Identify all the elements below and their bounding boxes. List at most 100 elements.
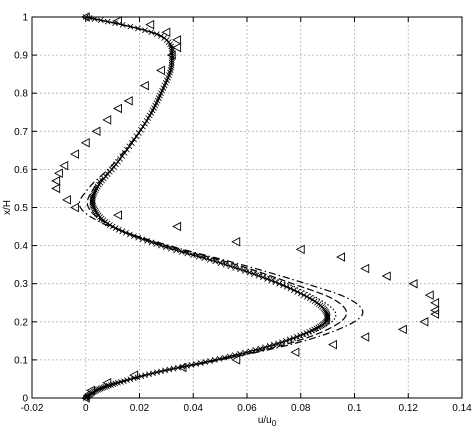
x-marker xyxy=(301,292,307,298)
x-marker xyxy=(291,287,297,294)
series-dashed xyxy=(85,16,348,399)
triangle-marker xyxy=(360,332,370,342)
triangle-marker xyxy=(408,278,418,289)
x-marker xyxy=(90,204,97,211)
y-tick-label: 0.4 xyxy=(14,241,28,252)
x-marker xyxy=(309,296,316,303)
x-tick-labels: -0.02 0 0.02 0.04 0.06 0.08 0.1 0.12 0.14 xyxy=(21,403,473,414)
triangle-marker xyxy=(336,252,346,262)
x-marker xyxy=(287,285,294,292)
y-tick-label: 1 xyxy=(22,13,28,24)
x-tick-label: 0.06 xyxy=(237,403,257,414)
x-marker xyxy=(241,268,248,274)
y-tick-label: 0.5 xyxy=(14,203,28,214)
x-tick-label: 0.04 xyxy=(184,403,204,414)
triangle-marker xyxy=(53,168,63,178)
triangle-marker xyxy=(123,96,133,106)
triangle-marker xyxy=(231,237,241,247)
x-marker xyxy=(255,272,262,279)
triangle-marker xyxy=(172,221,182,232)
triangle-marker xyxy=(419,317,429,327)
x-marker xyxy=(268,277,275,284)
x-marker xyxy=(294,333,300,340)
triangle-marker xyxy=(290,347,300,358)
y-tick-label: 0.1 xyxy=(14,355,28,366)
x-marker xyxy=(262,344,268,351)
triangle-marker xyxy=(80,137,90,148)
x-tick-label: 0.08 xyxy=(291,403,311,414)
x-marker xyxy=(276,280,283,287)
y-tick-label: 0.2 xyxy=(14,317,28,328)
x-marker xyxy=(300,331,307,338)
x-marker xyxy=(264,276,271,282)
x-tick-label: 0.1 xyxy=(348,403,362,414)
triangle-marker xyxy=(156,65,165,76)
x-marker xyxy=(153,31,160,38)
triangle-marker xyxy=(70,202,79,213)
x-marker xyxy=(91,190,97,197)
x-marker xyxy=(92,207,99,214)
x-marker xyxy=(90,194,96,200)
x-marker xyxy=(304,293,310,300)
x-axis-label: u/u0 xyxy=(258,415,277,428)
x-tick-label: 0 xyxy=(83,403,89,414)
y-tick-label: 0 xyxy=(22,394,28,405)
series-group xyxy=(51,12,440,403)
x-marker xyxy=(324,313,331,320)
triangle-marker xyxy=(113,16,122,26)
y-tick-label: 0.6 xyxy=(14,165,28,176)
triangle-marker xyxy=(295,244,305,255)
triangle-marker xyxy=(102,115,112,125)
tick-marks xyxy=(31,16,463,399)
triangle-marker xyxy=(424,290,434,300)
triangle-marker xyxy=(70,149,79,159)
triangle-marker xyxy=(430,309,440,319)
x-axis-label-main: u/u xyxy=(258,415,272,426)
triangle-marker xyxy=(397,324,407,335)
triangle-marker xyxy=(139,80,149,91)
triangle-marker xyxy=(129,370,139,380)
triangle-marker xyxy=(145,19,155,30)
triangle-marker xyxy=(166,50,176,60)
triangle-marker xyxy=(161,27,171,37)
x-tick-label: 0.12 xyxy=(399,403,419,414)
y-tick-label: 0.8 xyxy=(14,89,28,100)
x-marker xyxy=(251,271,257,278)
triangle-marker xyxy=(61,195,71,205)
x-marker xyxy=(216,355,223,362)
x-marker xyxy=(270,341,277,348)
y-tick-label: 0.7 xyxy=(14,127,28,138)
x-marker xyxy=(222,261,229,268)
triangle-marker xyxy=(51,183,61,194)
triangle-marker xyxy=(86,385,96,396)
series-markers xyxy=(51,12,440,403)
triangle-marker xyxy=(91,126,101,137)
x-marker xyxy=(197,360,204,366)
x-marker xyxy=(297,332,304,339)
triangle-marker xyxy=(328,339,337,350)
triangle-marker xyxy=(51,176,61,186)
x-tick-label: 0.14 xyxy=(452,403,472,414)
x-marker xyxy=(297,290,304,297)
triangle-marker xyxy=(172,42,182,53)
x-marker xyxy=(195,253,202,260)
x-marker xyxy=(217,260,224,266)
triangle-marker xyxy=(102,378,112,388)
x-marker xyxy=(232,264,239,271)
y-tick-label: 0.9 xyxy=(14,51,28,62)
y-axis-label: x/H xyxy=(2,200,13,215)
x-axis-label-subscript: 0 xyxy=(272,419,277,428)
y-tick-label: 0.3 xyxy=(14,279,28,290)
triangle-marker xyxy=(430,298,440,308)
triangle-marker xyxy=(172,35,182,45)
x-marker xyxy=(317,323,323,330)
triangle-marker xyxy=(177,362,187,373)
x-tick-label: 0.02 xyxy=(130,403,150,414)
triangle-marker xyxy=(360,263,370,274)
series-line xyxy=(85,16,348,399)
x-marker xyxy=(283,284,290,290)
triangle-marker xyxy=(59,160,69,171)
triangle-marker xyxy=(231,355,241,365)
x-marker xyxy=(272,279,279,285)
